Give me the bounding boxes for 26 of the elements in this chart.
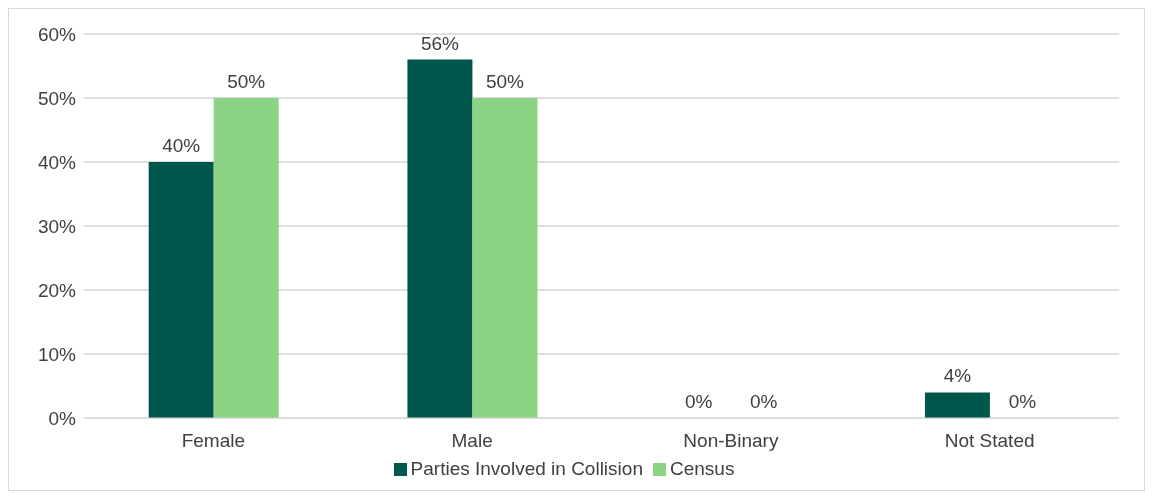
x-tick-label: Female — [181, 430, 246, 452]
y-tick-label: 50% — [37, 87, 77, 109]
bar — [148, 162, 214, 418]
bar — [407, 59, 473, 418]
x-tick-label: Not Stated — [944, 430, 1035, 452]
bar — [924, 392, 990, 418]
bar — [472, 98, 538, 418]
data-label: 4% — [943, 365, 972, 387]
y-tick-label: 10% — [37, 343, 77, 365]
data-label: 0% — [749, 390, 778, 412]
data-label: 50% — [227, 71, 266, 92]
y-tick-label: 40% — [37, 151, 77, 173]
data-label: 50% — [485, 71, 525, 92]
y-tick-label: 30% — [37, 215, 77, 237]
y-tick-label: 0% — [48, 407, 77, 429]
y-tick-label: 60% — [37, 23, 77, 45]
legend-label: Parties Involved in Collision — [410, 458, 643, 479]
legend-label: Census — [669, 458, 735, 479]
x-tick-label: Non-Binary — [683, 430, 779, 452]
data-label: 40% — [162, 135, 201, 156]
data-label: 0% — [684, 390, 713, 412]
bar — [213, 98, 279, 418]
data-label: 56% — [420, 32, 460, 54]
x-tick-label: Male — [451, 430, 493, 452]
y-tick-label: 20% — [37, 279, 77, 301]
data-label: 0% — [1008, 390, 1037, 412]
